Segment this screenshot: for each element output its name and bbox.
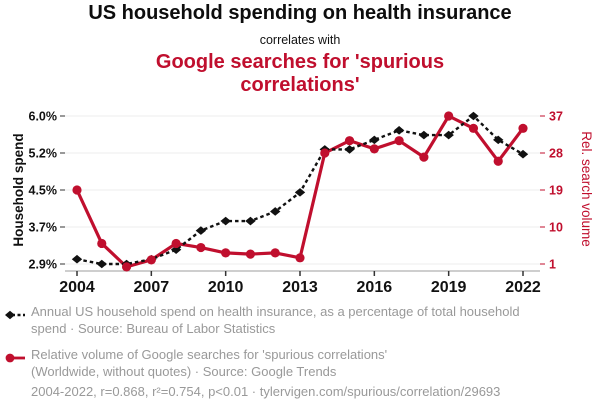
svg-text:2007: 2007 xyxy=(134,279,170,296)
connector-text: correlates with xyxy=(259,33,341,47)
svg-text:5.2%: 5.2% xyxy=(29,147,58,161)
legend-label: Annual US household spend on health insu… xyxy=(31,304,520,336)
page-title: US household spending on health insuranc… xyxy=(88,2,512,24)
stats-footer: 2004-2022, r=0.868, r²=0.754, p<0.01 · t… xyxy=(31,384,501,399)
legend-item-household-spend: Annual US household spend on health insu… xyxy=(5,303,520,337)
svg-text:3.7%: 3.7% xyxy=(29,221,58,235)
svg-text:2010: 2010 xyxy=(208,279,244,296)
svg-text:28: 28 xyxy=(549,147,563,161)
svg-text:2.9%: 2.9% xyxy=(29,258,58,272)
subtitle-red: Google searches for 'spurious correlatio… xyxy=(155,51,445,96)
svg-text:2022: 2022 xyxy=(505,279,541,296)
legend-item-search-volume: Relative volume of Google searches for '… xyxy=(5,346,387,380)
line-chart: 6.0% 37 5.2% 28 4.5% 19 3.7% 10 2.9% 1 2004 2007 201… xyxy=(29,110,563,297)
svg-text:37: 37 xyxy=(549,110,563,124)
svg-text:1: 1 xyxy=(549,258,556,272)
svg-text:2004: 2004 xyxy=(59,279,95,296)
svg-text:19: 19 xyxy=(549,184,563,198)
black-diamond-dashed-line-icon xyxy=(5,308,25,337)
svg-text:4.5%: 4.5% xyxy=(29,184,58,198)
legend-label: Relative volume of Google searches for '… xyxy=(31,347,388,379)
red-circle-solid-line-icon xyxy=(5,351,25,380)
svg-text:6.0%: 6.0% xyxy=(29,110,58,124)
svg-text:2016: 2016 xyxy=(357,279,393,296)
svg-text:2013: 2013 xyxy=(282,279,318,296)
svg-text:10: 10 xyxy=(549,221,563,235)
svg-text:2019: 2019 xyxy=(431,279,467,296)
